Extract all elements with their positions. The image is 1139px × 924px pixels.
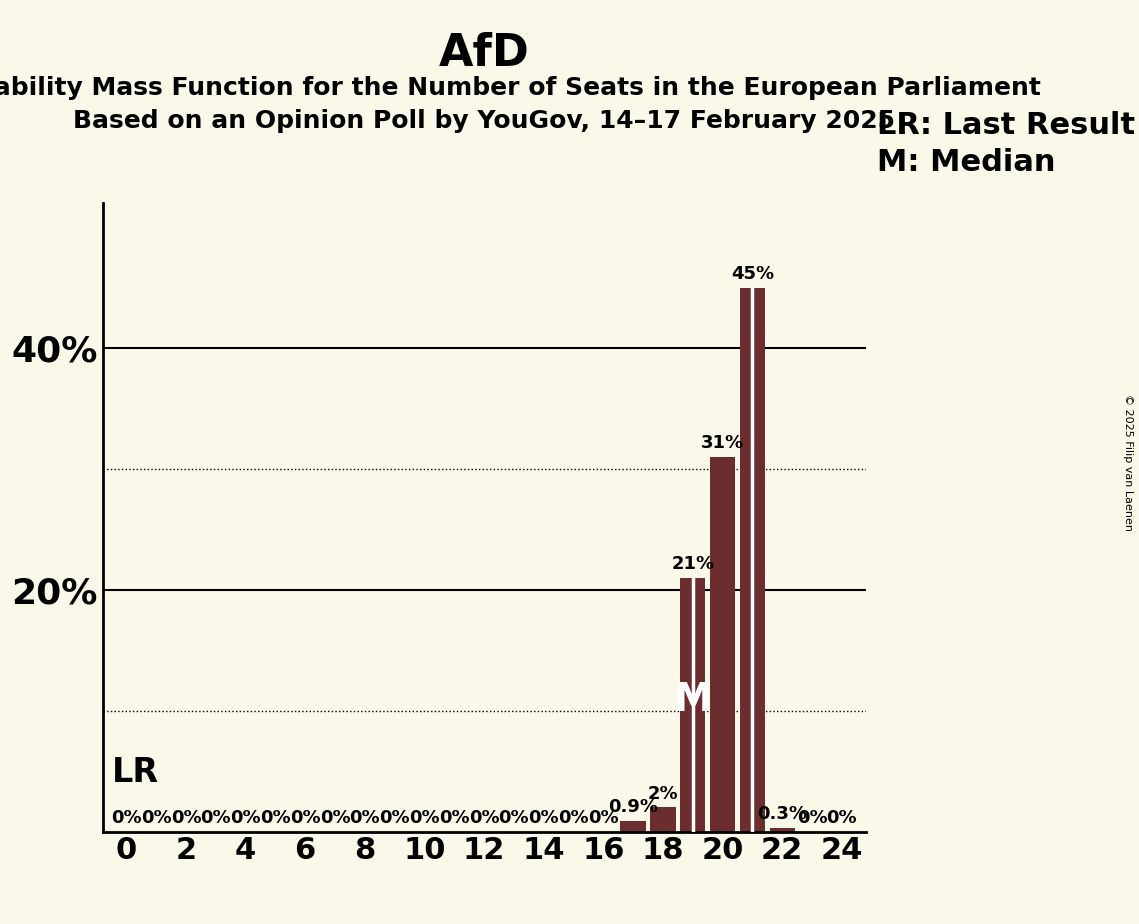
Text: 0%: 0% [588, 808, 618, 827]
Text: 45%: 45% [731, 265, 773, 283]
Text: 31%: 31% [700, 434, 744, 452]
Text: 0%: 0% [796, 808, 827, 827]
Text: 0%: 0% [379, 808, 410, 827]
Text: 0%: 0% [439, 808, 469, 827]
Bar [770, 828, 795, 832]
Bar [621, 821, 646, 832]
Text: 0%: 0% [200, 808, 231, 827]
Bar [710, 457, 735, 832]
Text: Based on an Opinion Poll by YouGov, 14–17 February 2025: Based on an Opinion Poll by YouGov, 14–1… [73, 109, 895, 133]
Text: Probability Mass Function for the Number of Seats in the European Parliament: Probability Mass Function for the Number… [0, 76, 1041, 100]
Text: 0%: 0% [350, 808, 380, 827]
Text: 0%: 0% [558, 808, 589, 827]
Text: M: M [673, 681, 712, 719]
Text: 0%: 0% [171, 808, 202, 827]
Text: 0%: 0% [230, 808, 261, 827]
Text: LR: LR [112, 757, 158, 789]
Text: © 2025 Filip van Laenen: © 2025 Filip van Laenen [1123, 394, 1133, 530]
Text: 0%: 0% [260, 808, 290, 827]
Bar [680, 578, 705, 832]
Text: 0%: 0% [320, 808, 351, 827]
Text: 0%: 0% [528, 808, 559, 827]
Text: 0%: 0% [409, 808, 440, 827]
Text: 0%: 0% [469, 808, 499, 827]
Text: AfD: AfD [439, 32, 530, 76]
Text: 0.9%: 0.9% [608, 798, 658, 816]
Text: 0%: 0% [499, 808, 530, 827]
Bar [739, 288, 765, 832]
Text: 0%: 0% [141, 808, 172, 827]
Text: 0.3%: 0.3% [757, 805, 808, 823]
Text: 0%: 0% [290, 808, 320, 827]
Text: M: Median: M: Median [877, 148, 1056, 176]
Text: 0%: 0% [110, 808, 141, 827]
Text: 2%: 2% [648, 784, 678, 803]
Text: LR: Last Result: LR: Last Result [877, 111, 1136, 140]
Bar [650, 808, 675, 832]
Text: 0%: 0% [827, 808, 858, 827]
Text: 21%: 21% [671, 555, 714, 573]
